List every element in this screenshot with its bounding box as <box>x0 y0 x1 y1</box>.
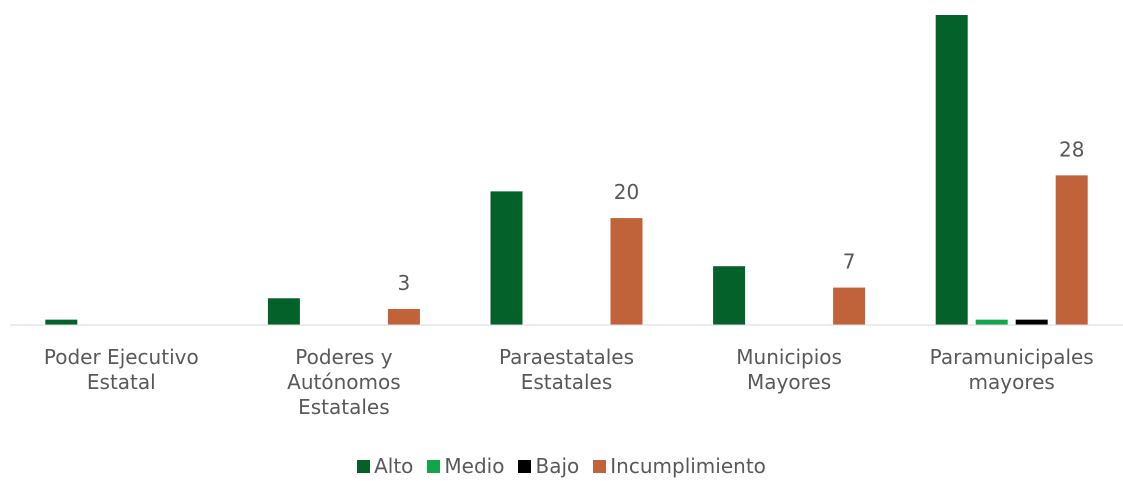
legend-label: Alto <box>374 454 414 478</box>
legend-item: Incumplimiento <box>593 454 766 478</box>
x-tick-label: Paramunicipales <box>930 345 1094 369</box>
legend-label: Medio <box>444 454 505 478</box>
data-label: 28 <box>1059 137 1084 161</box>
legend: Alto Medio Bajo Incumplimiento <box>0 454 1123 478</box>
bar <box>1055 175 1088 325</box>
bar <box>387 308 420 325</box>
legend-swatch <box>427 459 441 473</box>
legend-swatch <box>357 459 371 473</box>
legend-item: Alto <box>357 454 413 478</box>
bar <box>610 218 643 325</box>
x-tick-label: Autónomos <box>287 370 401 394</box>
x-tick-label: mayores <box>969 370 1055 394</box>
x-tick-label: Municipios <box>736 345 842 369</box>
legend-label: Bajo <box>535 454 580 478</box>
x-tick-label: Poderes y <box>295 345 392 369</box>
x-tick-label: Estatales <box>521 370 613 394</box>
legend-swatch <box>518 459 532 473</box>
bar <box>833 287 866 325</box>
bar <box>975 319 1008 325</box>
data-label: 20 <box>614 180 639 204</box>
x-tick-label: Estatal <box>87 370 156 394</box>
legend-item: Medio <box>427 454 504 478</box>
bar <box>267 298 300 325</box>
x-tick-label: Poder Ejecutivo <box>44 345 199 369</box>
legend-swatch <box>593 459 607 473</box>
bar <box>45 319 78 325</box>
data-label: 3 <box>398 271 411 295</box>
legend-item: Bajo <box>518 454 579 478</box>
bar <box>713 266 746 325</box>
x-tick-label: Estatales <box>298 395 390 419</box>
data-label: 7 <box>843 250 856 274</box>
bar <box>490 191 523 325</box>
legend-label: Incumplimiento <box>610 454 766 478</box>
bar <box>935 15 968 325</box>
bar <box>1015 319 1048 325</box>
x-tick-label: Mayores <box>747 370 831 394</box>
x-tick-label: Paraestatales <box>499 345 634 369</box>
